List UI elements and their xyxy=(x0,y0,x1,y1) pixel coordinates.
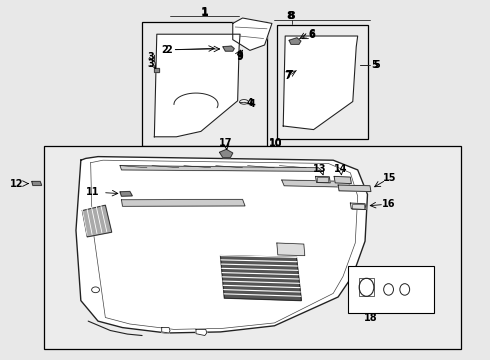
Text: 17: 17 xyxy=(219,138,233,148)
Polygon shape xyxy=(223,46,234,51)
Text: 9: 9 xyxy=(237,51,244,62)
Text: 7: 7 xyxy=(286,69,293,80)
Text: 16: 16 xyxy=(382,199,395,209)
Text: 7: 7 xyxy=(285,71,292,81)
Polygon shape xyxy=(282,180,350,187)
Polygon shape xyxy=(82,205,112,237)
Polygon shape xyxy=(120,192,132,196)
Polygon shape xyxy=(334,176,351,184)
Bar xyxy=(277,25,368,139)
Polygon shape xyxy=(289,38,301,44)
Polygon shape xyxy=(220,256,301,301)
Bar xyxy=(359,278,374,296)
Polygon shape xyxy=(350,203,366,210)
Polygon shape xyxy=(277,243,305,256)
Text: 13: 13 xyxy=(313,164,326,174)
Polygon shape xyxy=(154,68,159,72)
Polygon shape xyxy=(338,185,371,192)
Text: 2: 2 xyxy=(161,45,168,55)
Text: 6: 6 xyxy=(309,29,316,39)
Text: 3: 3 xyxy=(147,59,154,69)
Polygon shape xyxy=(122,199,245,206)
Polygon shape xyxy=(233,18,272,50)
Polygon shape xyxy=(162,328,170,333)
Polygon shape xyxy=(120,166,322,171)
Text: 2: 2 xyxy=(166,45,172,55)
Text: 8: 8 xyxy=(288,11,295,21)
Polygon shape xyxy=(32,181,42,185)
Ellipse shape xyxy=(359,278,374,296)
Text: 5: 5 xyxy=(373,60,380,70)
Text: 1: 1 xyxy=(201,8,208,18)
Bar xyxy=(142,22,267,146)
Text: 8: 8 xyxy=(287,11,294,21)
Ellipse shape xyxy=(384,284,393,295)
Text: 14: 14 xyxy=(334,164,347,174)
Text: 6: 6 xyxy=(309,30,316,40)
Text: 3: 3 xyxy=(147,52,154,62)
Polygon shape xyxy=(283,36,358,130)
Bar xyxy=(352,204,364,209)
Polygon shape xyxy=(316,176,330,183)
Text: 4: 4 xyxy=(249,99,256,109)
Text: 5: 5 xyxy=(371,60,378,70)
Polygon shape xyxy=(196,329,207,336)
Text: 4: 4 xyxy=(246,98,253,108)
Bar xyxy=(317,177,328,182)
Bar xyxy=(44,146,461,349)
Text: 1: 1 xyxy=(201,7,208,17)
Polygon shape xyxy=(154,34,240,137)
Text: 15: 15 xyxy=(383,173,396,183)
Polygon shape xyxy=(220,149,233,158)
Text: 10: 10 xyxy=(269,139,282,149)
Text: 18: 18 xyxy=(364,313,377,323)
Bar xyxy=(348,266,434,313)
Text: 9: 9 xyxy=(237,51,244,61)
Text: 12: 12 xyxy=(10,179,24,189)
Ellipse shape xyxy=(400,284,410,295)
Polygon shape xyxy=(76,157,368,333)
Text: 10: 10 xyxy=(269,138,283,148)
Text: 11: 11 xyxy=(86,187,100,197)
